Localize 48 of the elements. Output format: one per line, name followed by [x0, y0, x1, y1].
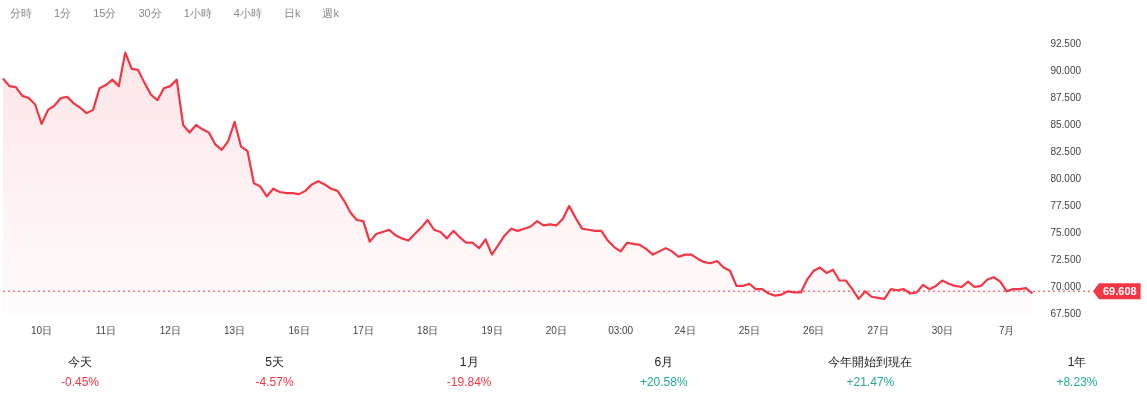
- y-tick-label: 82.500: [1050, 145, 1082, 157]
- category-label: 1月: [458, 354, 480, 371]
- y-tick-label: 75.000: [1050, 226, 1082, 238]
- y-tick-label: 77.500: [1050, 199, 1082, 211]
- y-tick-label: 87.500: [1050, 91, 1082, 103]
- text: 1小時: [183, 6, 212, 21]
- y-tick-label: 70.000: [1050, 280, 1082, 292]
- text: 分時: [10, 6, 32, 21]
- y-tick-label: 90.000: [1050, 64, 1082, 76]
- category-label: 今天: [67, 354, 93, 371]
- ref-line-label: 69.608: [1103, 285, 1137, 298]
- text: 週k: [322, 6, 339, 21]
- category-label: 1年: [1066, 354, 1088, 371]
- x-tick-label: 20日: [545, 324, 567, 336]
- x-tick-label: 30日: [931, 324, 953, 336]
- x-tick-label: 26日: [803, 324, 825, 336]
- text: 4小時: [233, 6, 262, 21]
- text: 日k: [283, 6, 301, 21]
- text: 30分: [138, 6, 162, 21]
- x-tick-label: 7月: [998, 324, 1015, 336]
- x-tick-label: 12日: [159, 324, 181, 336]
- x-tick-label: 18日: [417, 324, 439, 336]
- text: -19.84%: [446, 375, 492, 389]
- y-tick-label: 80.000: [1050, 172, 1082, 184]
- text: 1分: [54, 6, 72, 21]
- y-tick-label: 85.000: [1050, 118, 1082, 130]
- x-tick-label: 16日: [288, 324, 310, 336]
- x-tick-label: 25日: [738, 324, 760, 336]
- y-tick-label: 72.500: [1050, 253, 1082, 265]
- text: +21.47%: [846, 375, 895, 389]
- x-tick-label: 11日: [95, 324, 117, 336]
- text: +8.23%: [1056, 375, 1098, 389]
- x-tick-label: 10日: [31, 324, 53, 336]
- text: -0.45%: [60, 375, 100, 389]
- x-tick-label: 24日: [674, 324, 696, 336]
- y-tick-label: 67.500: [1050, 307, 1082, 319]
- text: -4.57%: [255, 375, 294, 389]
- category-label: 今年開始到現在: [828, 354, 913, 371]
- category-label: 5天: [264, 354, 285, 371]
- x-tick-label: 17日: [352, 324, 374, 336]
- x-tick-label: 27日: [867, 324, 889, 336]
- y-tick-label: 92.500: [1050, 37, 1082, 49]
- text: +20.58%: [639, 375, 688, 389]
- category-label: 6月: [653, 354, 675, 371]
- x-tick-label: 03:00: [608, 324, 634, 336]
- x-tick-label: 13日: [224, 324, 246, 336]
- x-tick-label: 19日: [481, 324, 503, 336]
- text: 15分: [93, 6, 117, 21]
